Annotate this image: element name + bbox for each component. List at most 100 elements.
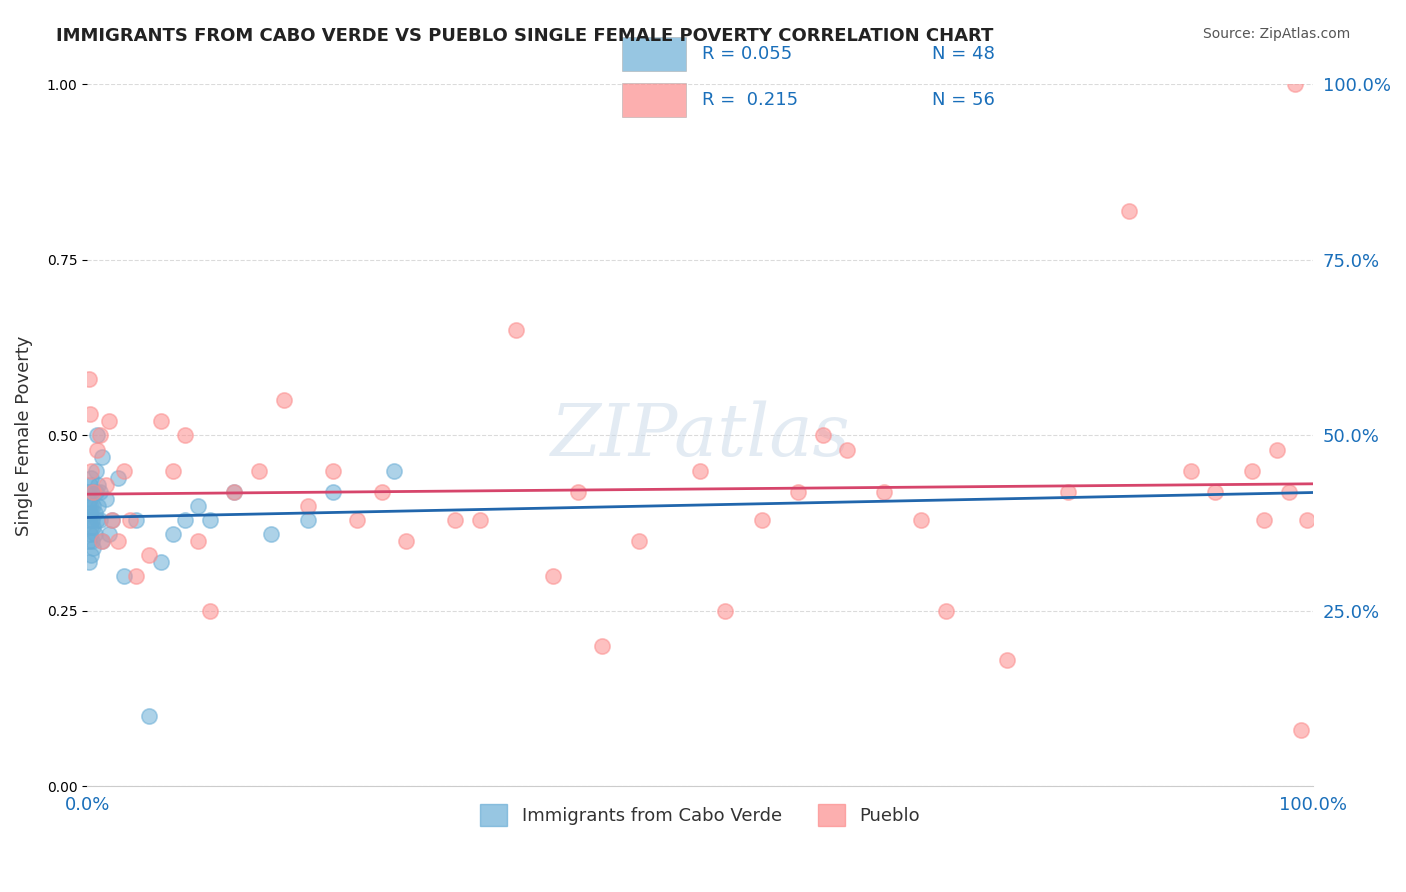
Point: [86, 442, 108, 457]
Point: [370, 484, 392, 499]
Point: [101, 513, 124, 527]
Point: [174, 513, 197, 527]
Point: [83, 506, 105, 520]
Point: [77, 555, 100, 569]
Point: [297, 499, 319, 513]
Point: [162, 526, 184, 541]
Point: [125, 569, 148, 583]
Point: [77, 533, 100, 548]
Point: [91, 533, 114, 548]
Point: [84, 464, 107, 478]
Point: [260, 526, 283, 541]
Point: [83, 526, 105, 541]
Point: [787, 484, 810, 499]
Point: [112, 464, 135, 478]
Point: [80, 470, 103, 484]
FancyBboxPatch shape: [623, 83, 686, 117]
Text: ZIPatlas: ZIPatlas: [551, 401, 851, 471]
Point: [910, 513, 932, 527]
Point: [101, 513, 124, 527]
Point: [91, 533, 114, 548]
Point: [80, 519, 103, 533]
Point: [1118, 203, 1140, 218]
Point: [77, 484, 100, 499]
Point: [138, 548, 160, 562]
Point: [1296, 513, 1319, 527]
Point: [322, 484, 344, 499]
Point: [627, 533, 650, 548]
Point: [82, 541, 104, 555]
Point: [79, 477, 101, 491]
FancyBboxPatch shape: [623, 37, 686, 71]
Point: [1204, 484, 1226, 499]
Text: IMMIGRANTS FROM CABO VERDE VS PUEBLO SINGLE FEMALE POVERTY CORRELATION CHART: IMMIGRANTS FROM CABO VERDE VS PUEBLO SIN…: [56, 27, 994, 45]
Text: R = 0.055: R = 0.055: [703, 45, 793, 63]
Point: [224, 484, 246, 499]
Point: [89, 513, 111, 527]
Point: [98, 526, 121, 541]
Y-axis label: Single Female Poverty: Single Female Poverty: [15, 335, 32, 536]
Point: [444, 513, 467, 527]
Point: [86, 428, 108, 442]
Point: [80, 464, 103, 478]
Point: [82, 484, 104, 499]
Text: N = 56: N = 56: [932, 91, 995, 110]
Point: [82, 533, 104, 548]
Point: [382, 464, 405, 478]
Point: [1180, 464, 1202, 478]
Point: [82, 484, 104, 499]
Point: [86, 513, 108, 527]
Point: [149, 414, 172, 428]
Point: [1289, 723, 1312, 738]
Point: [468, 513, 491, 527]
Point: [87, 499, 110, 513]
Point: [837, 442, 859, 457]
Point: [1253, 513, 1275, 527]
Point: [91, 450, 114, 464]
Point: [187, 533, 209, 548]
Point: [125, 513, 148, 527]
Point: [273, 393, 295, 408]
Point: [1284, 78, 1306, 92]
Point: [873, 484, 896, 499]
Point: [79, 491, 101, 506]
Point: [247, 464, 270, 478]
Point: [567, 484, 589, 499]
Text: Source: ZipAtlas.com: Source: ZipAtlas.com: [1202, 27, 1350, 41]
Point: [689, 464, 711, 478]
Point: [77, 372, 100, 386]
Point: [79, 506, 101, 520]
Point: [89, 428, 111, 442]
Point: [591, 639, 613, 653]
Point: [107, 533, 129, 548]
Point: [87, 477, 110, 491]
Point: [198, 513, 221, 527]
Point: [82, 513, 104, 527]
Point: [82, 519, 104, 533]
Text: N = 48: N = 48: [932, 45, 995, 63]
Point: [79, 408, 101, 422]
Point: [1240, 464, 1263, 478]
Point: [138, 709, 160, 723]
Point: [98, 414, 121, 428]
Point: [79, 526, 101, 541]
Point: [89, 484, 111, 499]
Point: [995, 653, 1018, 667]
Point: [120, 513, 142, 527]
Point: [541, 569, 564, 583]
Point: [94, 477, 117, 491]
Point: [94, 491, 117, 506]
Point: [751, 513, 773, 527]
Point: [107, 470, 129, 484]
Point: [1278, 484, 1301, 499]
Point: [198, 604, 221, 618]
Point: [80, 499, 103, 513]
Point: [162, 464, 184, 478]
Point: [84, 484, 107, 499]
Point: [811, 428, 834, 442]
Point: [395, 533, 418, 548]
Point: [714, 604, 737, 618]
Point: [224, 484, 246, 499]
Text: R =  0.215: R = 0.215: [703, 91, 799, 110]
Point: [80, 548, 103, 562]
